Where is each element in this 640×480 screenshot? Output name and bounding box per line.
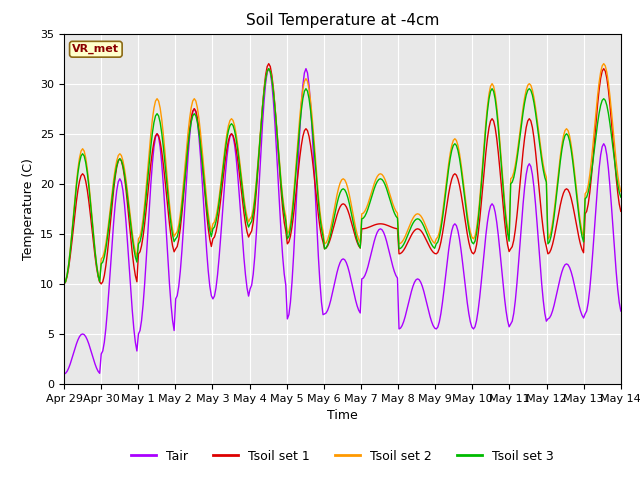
Y-axis label: Temperature (C): Temperature (C) bbox=[22, 158, 35, 260]
Tair bbox=[129, 307, 136, 313]
Tsoil set 3 bbox=[60, 281, 68, 287]
Tsoil set 3 bbox=[617, 194, 625, 200]
Tsoil set 3 bbox=[244, 224, 252, 230]
Tsoil set 1 bbox=[617, 208, 625, 214]
Tsoil set 1 bbox=[265, 61, 273, 67]
Tsoil set 1 bbox=[60, 281, 68, 287]
Tair bbox=[617, 308, 625, 314]
Tsoil set 1 bbox=[305, 133, 313, 139]
Tair bbox=[244, 293, 252, 299]
Tair bbox=[305, 83, 313, 88]
Tsoil set 2 bbox=[244, 219, 252, 225]
Tsoil set 3 bbox=[265, 66, 273, 72]
Text: VR_met: VR_met bbox=[72, 44, 119, 54]
Legend: Tair, Tsoil set 1, Tsoil set 2, Tsoil set 3: Tair, Tsoil set 1, Tsoil set 2, Tsoil se… bbox=[126, 444, 559, 468]
Tsoil set 3 bbox=[226, 122, 234, 128]
Line: Tsoil set 3: Tsoil set 3 bbox=[64, 69, 621, 284]
Tsoil set 3 bbox=[129, 235, 136, 240]
Tair bbox=[265, 66, 273, 72]
X-axis label: Time: Time bbox=[327, 409, 358, 422]
Tsoil set 3 bbox=[588, 171, 595, 177]
Tair bbox=[254, 204, 262, 210]
Tsoil set 2 bbox=[600, 61, 607, 67]
Tsoil set 1 bbox=[588, 175, 595, 180]
Tsoil set 3 bbox=[254, 163, 262, 169]
Tsoil set 2 bbox=[60, 281, 68, 287]
Tair bbox=[60, 371, 68, 377]
Tsoil set 3 bbox=[305, 96, 313, 102]
Tsoil set 2 bbox=[303, 78, 311, 84]
Line: Tsoil set 1: Tsoil set 1 bbox=[64, 64, 621, 284]
Tsoil set 1 bbox=[244, 234, 252, 240]
Tsoil set 2 bbox=[129, 230, 136, 236]
Tsoil set 1 bbox=[254, 168, 262, 174]
Tsoil set 1 bbox=[129, 250, 136, 255]
Tsoil set 2 bbox=[254, 160, 262, 166]
Tsoil set 2 bbox=[586, 172, 594, 178]
Tsoil set 2 bbox=[226, 118, 234, 123]
Tair bbox=[588, 268, 595, 274]
Line: Tair: Tair bbox=[64, 69, 621, 374]
Tair bbox=[226, 133, 234, 139]
Line: Tsoil set 2: Tsoil set 2 bbox=[64, 64, 621, 284]
Title: Soil Temperature at -4cm: Soil Temperature at -4cm bbox=[246, 13, 439, 28]
Tsoil set 2 bbox=[617, 189, 625, 194]
Tsoil set 1 bbox=[226, 132, 234, 138]
